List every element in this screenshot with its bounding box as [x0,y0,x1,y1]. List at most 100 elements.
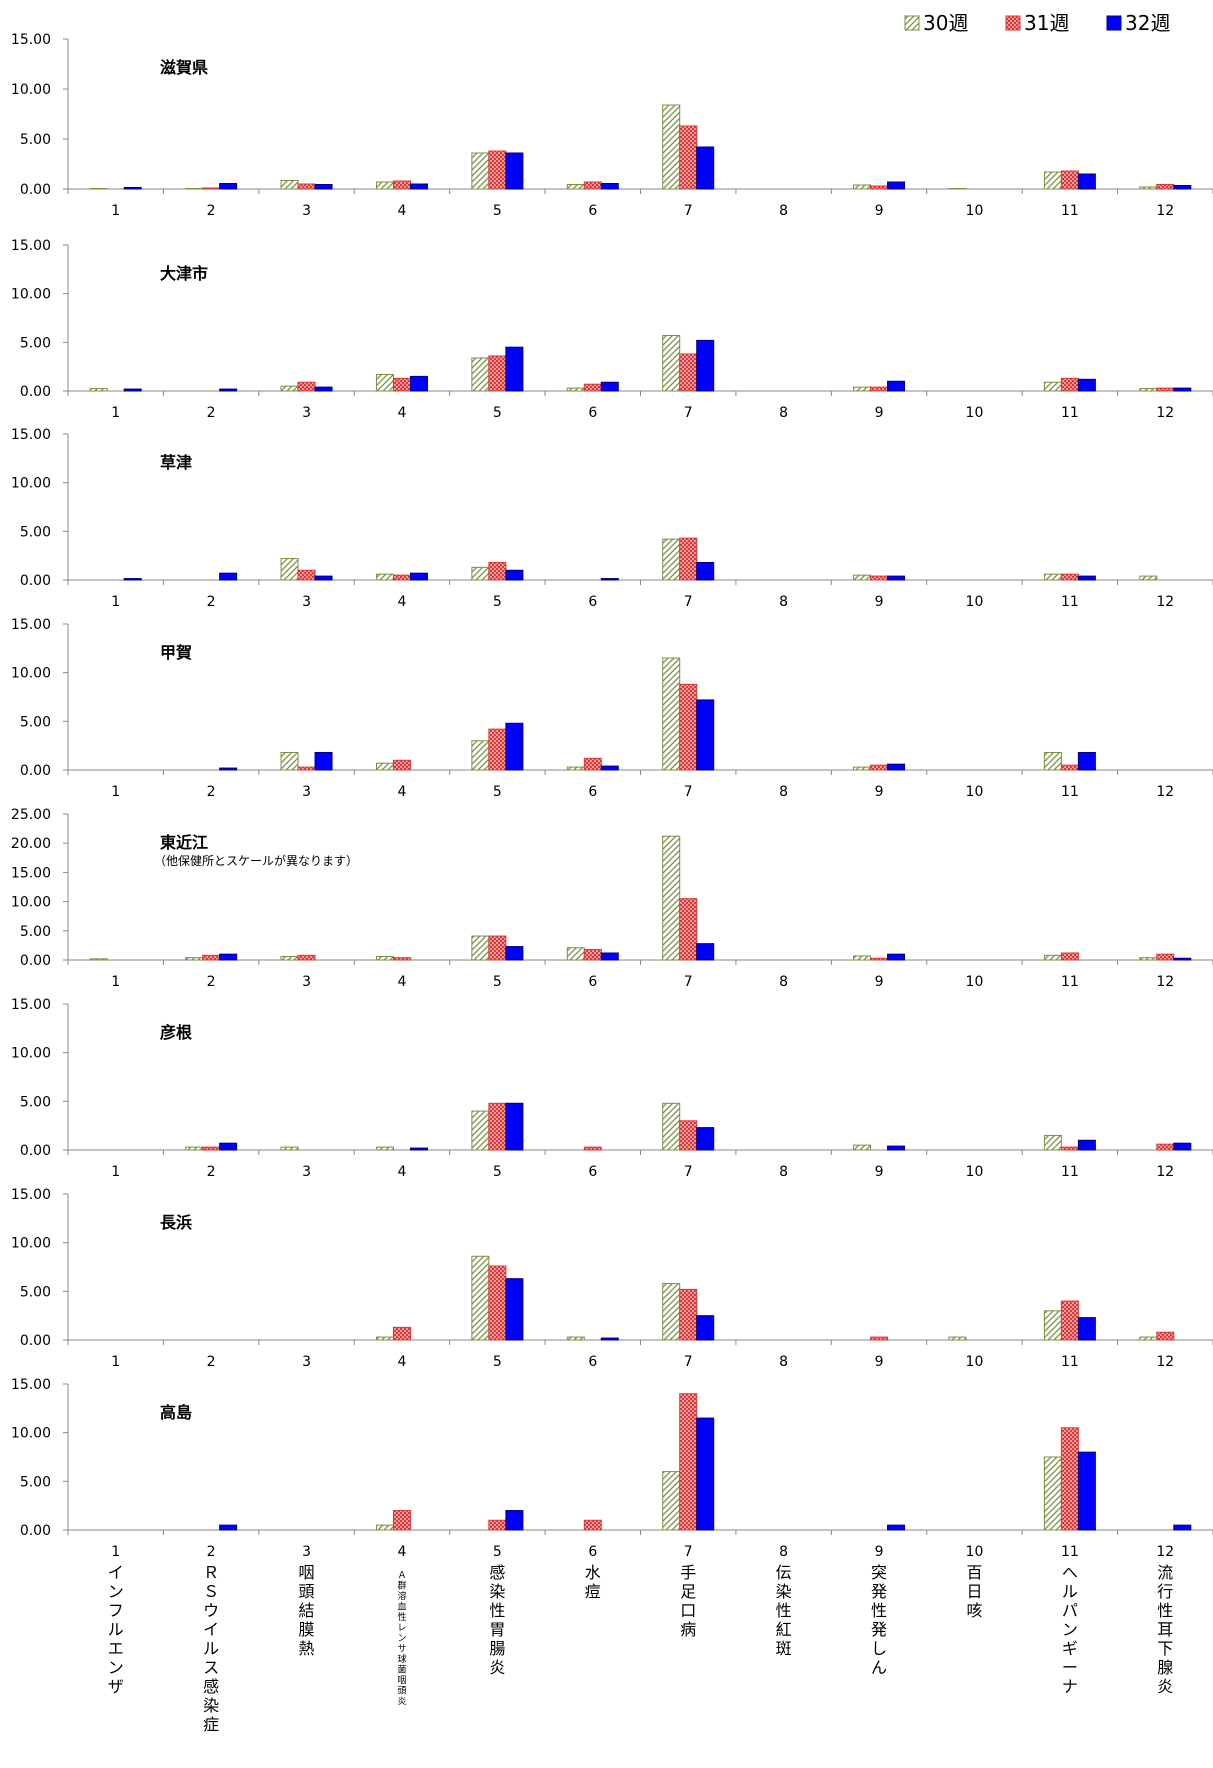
bar-32週 [505,1278,524,1341]
category-label: 2 [207,784,216,800]
bar-32週 [696,699,715,771]
bar-31週 [297,569,316,581]
panel-title: 彦根 [160,1023,192,1042]
y-tick-label: 10.00 [11,287,51,303]
bar-31週 [679,1288,698,1341]
bar-31週 [1060,1300,1079,1341]
disease-name-label: ＲＳウイルス感染症 [203,1563,219,1734]
y-tick-label: 5.00 [20,524,51,540]
category-label: 1 [111,974,120,990]
bar-32週 [1173,957,1192,961]
bar-32週 [696,146,715,190]
bar-32週 [409,375,428,392]
category-label: 7 [684,974,693,990]
bar-31週 [488,561,507,581]
bar-32週 [1077,1317,1096,1341]
bar-32週 [1077,751,1096,771]
bar-30週 [471,566,490,581]
category-label: 11 [1061,405,1079,421]
category-label: 5 [493,974,502,990]
y-tick-label: 0.00 [20,1143,51,1159]
bar-30週 [280,955,299,961]
category-label: 9 [875,1164,884,1180]
bar-30週 [662,335,681,392]
bar-32週 [505,346,524,392]
category-label: 10 [966,974,984,990]
category-label: 3 [302,784,311,800]
bar-32週 [1077,173,1096,190]
bar-30週 [662,104,681,190]
y-tick-label: 0.00 [20,384,51,400]
bar-31週 [583,757,602,771]
category-label: 6 [588,594,597,610]
bar-30週 [853,1144,872,1151]
bar-30週 [853,184,872,190]
category-label: 9 [875,405,884,421]
category-label: 12 [1156,974,1174,990]
category-label: 8 [779,974,788,990]
category-label: 4 [397,405,406,421]
category-label: 6 [588,784,597,800]
bar-31週 [679,353,698,392]
bar-31週 [1060,573,1079,581]
y-tick-label: 10.00 [11,895,51,911]
bar-30週 [375,762,394,771]
category-label: 4 [397,1544,406,1560]
bar-32週 [696,1127,715,1151]
category-label: 10 [966,1164,984,1180]
panel-subtitle: （他保健所とスケールが異なります） [154,853,358,868]
bar-32週 [505,722,524,771]
category-label: 1 [111,405,120,421]
y-tick-label: 5.00 [20,1094,51,1110]
category-label: 11 [1061,784,1079,800]
bar-30週 [1043,1310,1062,1341]
bar-30週 [471,152,490,190]
panel-title: 長浜 [160,1213,192,1232]
bar-30週 [185,188,204,190]
legend-swatch-31 [1005,15,1021,31]
bar-32週 [314,386,333,392]
bar-30週 [471,1110,490,1151]
category-label: 8 [779,784,788,800]
category-label: 12 [1156,594,1174,610]
category-label: 6 [588,974,597,990]
bar-30週 [566,766,585,771]
bar-32週 [887,953,906,961]
bar-32週 [887,575,906,581]
category-label: 11 [1061,1164,1079,1180]
category-label: 5 [493,405,502,421]
category-label: 11 [1061,1544,1079,1560]
bar-31週 [679,898,698,961]
y-tick-label: 5.00 [20,924,51,940]
bar-30週 [1043,1134,1062,1151]
disease-name-label: 百日咳 [966,1563,982,1620]
category-label: 3 [302,1164,311,1180]
bar-30週 [662,1102,681,1151]
disease-name-label: 流行性耳下腺炎 [1157,1563,1173,1696]
bar-30週 [375,1336,394,1341]
legend-swatch-32 [1106,15,1122,31]
category-label: 7 [684,594,693,610]
bar-31週 [488,1102,507,1151]
legend-label-31: 31週 [1024,11,1069,35]
bar-30週 [375,1524,394,1531]
legend-swatch-30 [904,15,920,31]
bar-32週 [696,561,715,581]
disease-name-label: 咽頭結膜熱 [299,1563,315,1658]
bar-31週 [297,183,316,190]
bar-32週 [887,763,906,771]
bar-32週 [887,1524,906,1531]
disease-name-label: 感染性胃腸炎 [489,1563,505,1677]
disease-name-label: Ａ群溶血性レンサ球菌咽頭炎 [397,1571,406,1707]
bar-30週 [375,373,394,392]
bar-30週 [471,357,490,392]
category-label: 10 [966,405,984,421]
bar-32週 [219,953,238,961]
y-tick-label: 5.00 [20,335,51,351]
bar-32週 [505,1102,524,1151]
bar-30週 [1139,388,1158,392]
category-label: 12 [1156,203,1174,219]
category-label: 4 [397,1354,406,1370]
bar-30週 [566,387,585,392]
